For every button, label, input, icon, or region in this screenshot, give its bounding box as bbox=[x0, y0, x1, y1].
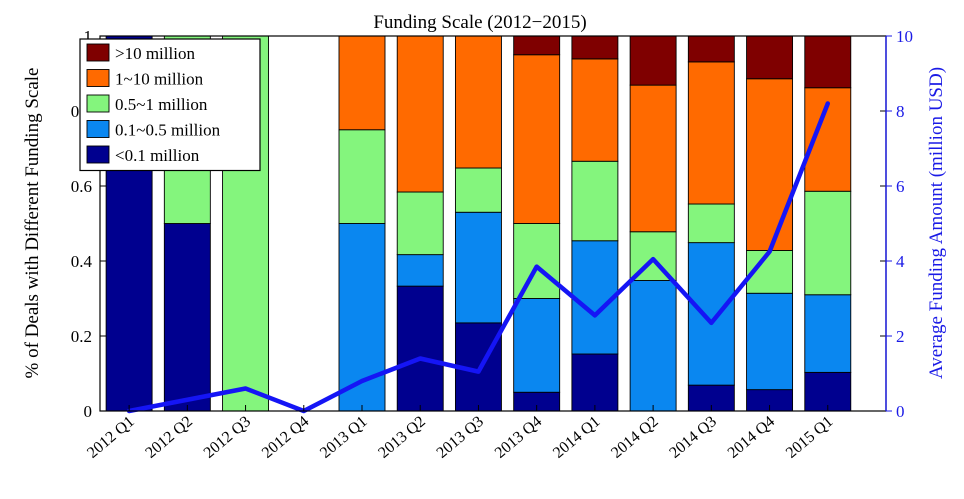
bar-2014-q3-0-5-1-million bbox=[687, 203, 735, 244]
legend: >10 million 1~10 million 0.5~1 million 0.1~… bbox=[79, 38, 261, 172]
bar-2013-q1-0-5-1-million bbox=[338, 129, 386, 224]
x-tick-label: 2012 Q1 bbox=[84, 413, 137, 462]
x-tick-label: 2013 Q2 bbox=[375, 413, 428, 462]
legend-box bbox=[79, 38, 261, 172]
bar-2014-q3-1-10-million bbox=[687, 61, 735, 205]
x-tick-label: 2012 Q3 bbox=[201, 413, 254, 462]
bar-2014-q4-gt-10-million bbox=[746, 35, 794, 80]
x-tick-label: 2013 Q4 bbox=[492, 413, 545, 462]
bar-2013-q4-gt-10-million bbox=[513, 35, 561, 56]
bar-2015-q1-gt-10-million bbox=[804, 35, 852, 89]
bar-2014-q1-0-5-1-million bbox=[571, 160, 619, 242]
bar-2013-q2-1-10-million bbox=[396, 35, 444, 193]
bar-2015-q1-0-5-1-million bbox=[804, 190, 852, 296]
x-tick-label: 2015 Q1 bbox=[783, 413, 836, 462]
legend-label-0-5-1-million: 0.5~1 million bbox=[115, 95, 208, 114]
legend-label-gt-10-million: >10 million bbox=[115, 44, 195, 63]
bar-2014-q4-1-10-million bbox=[746, 78, 794, 251]
x-tick-label: 2013 Q3 bbox=[434, 413, 487, 462]
bar-2015-q1-lt-0-1-million bbox=[804, 371, 852, 412]
right-tick-label: 8 bbox=[896, 102, 905, 121]
x-tick-label: 2014 Q3 bbox=[666, 413, 719, 462]
legend-swatch-lt-0-1-million bbox=[86, 145, 110, 164]
bar-2013-q2-lt-0-1-million bbox=[396, 285, 444, 412]
bar-2013-q4-1-10-million bbox=[513, 54, 561, 224]
bar-2014-q1-0-1-0-5-million bbox=[571, 240, 619, 355]
legend-swatch-1-10-million bbox=[86, 69, 110, 87]
legend-swatch-0-1-0-5-million bbox=[86, 120, 110, 138]
bar-2013-q3-0-5-1-million bbox=[454, 167, 502, 213]
right-tick-label: 10 bbox=[896, 27, 913, 46]
left-tick-label: 0 bbox=[84, 402, 93, 421]
bar-2013-q2-0-1-0-5-million bbox=[396, 254, 444, 287]
x-tick-label: 2014 Q1 bbox=[550, 413, 603, 462]
bar-2013-q3-1-10-million bbox=[454, 35, 502, 169]
right-tick-label: 6 bbox=[896, 177, 905, 196]
bar-2014-q1-1-10-million bbox=[571, 58, 619, 162]
bar-2014-q3-gt-10-million bbox=[687, 35, 735, 63]
x-tick-label: 2012 Q2 bbox=[142, 413, 195, 462]
left-tick-label: 0.2 bbox=[71, 327, 92, 346]
legend-label-lt-0-1-million: <0.1 million bbox=[115, 146, 200, 165]
x-tick-label: 2013 Q1 bbox=[317, 413, 370, 462]
bar-2013-q4-0-1-0-5-million bbox=[513, 298, 561, 393]
legend-swatch-gt-10-million bbox=[86, 43, 110, 62]
bar-2014-q2-1-10-million bbox=[629, 84, 677, 233]
bar-2013-q3-0-1-0-5-million bbox=[454, 211, 502, 324]
right-tick-label: 0 bbox=[896, 402, 905, 421]
bar-2015-q1-0-1-0-5-million bbox=[804, 294, 852, 373]
legend-swatch-0-5-1-million bbox=[86, 94, 110, 113]
x-tick-label: 2012 Q4 bbox=[259, 413, 312, 462]
bar-2014-q1-lt-0-1-million bbox=[571, 353, 619, 412]
x-tick-label: 2014 Q4 bbox=[725, 413, 778, 462]
bar-2013-q2-0-5-1-million bbox=[396, 191, 444, 256]
right-tick-label: 2 bbox=[896, 327, 905, 346]
bar-2014-q4-0-1-0-5-million bbox=[746, 292, 794, 391]
bar-2013-q1-1-10-million bbox=[338, 35, 386, 131]
left-tick-label: 0.4 bbox=[71, 252, 93, 271]
bar-2014-q3-0-1-0-5-million bbox=[687, 242, 735, 386]
bar-2013-q4-0-5-1-million bbox=[513, 223, 561, 299]
legend-label-1-10-million: 1~10 million bbox=[115, 70, 204, 89]
legend-label-0-1-0-5-million: 0.1~0.5 million bbox=[115, 121, 221, 140]
left-tick-label: 0.6 bbox=[71, 177, 92, 196]
x-tick-label: 2014 Q2 bbox=[608, 413, 661, 462]
bar-2014-q2-0-1-0-5-million bbox=[629, 280, 677, 412]
right-tick-label: 4 bbox=[896, 252, 905, 271]
bar-2014-q1-gt-10-million bbox=[571, 35, 619, 60]
right-axis-label: Average Funding Amount (million USD) bbox=[926, 67, 947, 379]
chart-title: Funding Scale (2012−2015) bbox=[373, 12, 586, 33]
bar-2012-q2-lt-0-1-million bbox=[163, 223, 211, 412]
left-tick-label: 1 bbox=[84, 27, 93, 46]
bar-2014-q2-gt-10-million bbox=[629, 35, 677, 86]
left-axis-label: % of Deals with Different Funding Scale bbox=[22, 68, 43, 379]
